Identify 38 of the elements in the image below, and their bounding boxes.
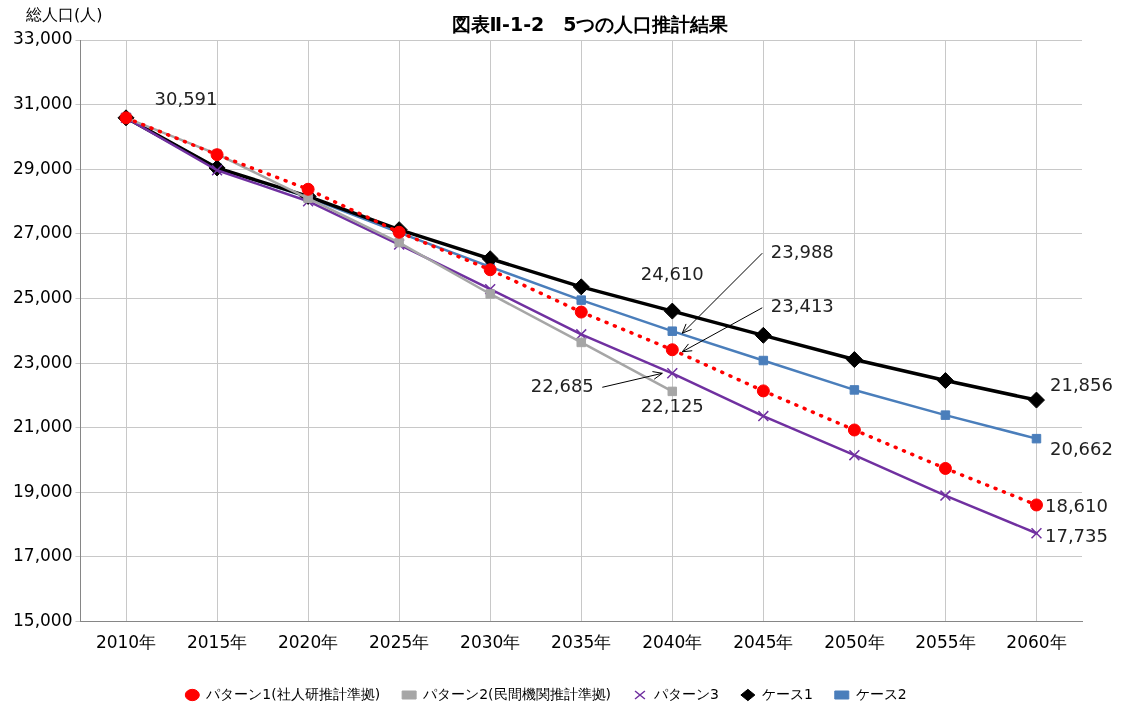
data-label: 18,610 [1044,494,1108,516]
data-label: 22,125 [640,395,704,417]
x-tick-label: 2030年 [460,632,521,653]
data-label: 24,610 [640,262,704,284]
y-tick-label: 21,000 [13,416,73,437]
chart-title: 図表Ⅱ-1-2 5つの人口推計結果 [451,12,730,35]
x-tick-label: 2040年 [642,632,703,653]
legend-label: ケース2 [855,685,907,702]
y-tick-label: 25,000 [13,286,73,307]
y-tick-label: 19,000 [13,480,73,501]
x-tick-label: 2015年 [186,632,248,653]
data-label: 22,685 [530,374,594,396]
x-tick-label: 2055年 [915,632,976,653]
x-tick-label: 2050年 [824,632,885,653]
x-tick-label: 2060年 [1006,632,1067,653]
x-tick-label: 2025年 [369,632,430,653]
data-label: 20,662 [1049,438,1113,460]
legend-label: ケース1 [761,685,813,702]
y-tick-label: 29,000 [13,157,73,178]
x-tick-label: 2045年 [733,632,794,653]
x-tick-label: 2020年 [277,632,339,653]
y-tick-label: 15,000 [13,610,73,631]
data-label: 30,591 [154,87,218,109]
legend-label: パターン2(民間機関推計準拠) [422,685,611,702]
y-tick-label: 17,000 [13,545,73,566]
x-tick-label: 2010年 [95,632,157,653]
legend-label: パターン1(社人研推計準拠) [205,685,381,702]
x-tick-label: 2035年 [551,632,612,653]
data-label: 21,856 [1049,373,1113,395]
y-axis-title: 総人口(人) [25,5,103,25]
y-tick-label: 33,000 [13,28,73,49]
y-tick-label: 23,000 [13,351,73,372]
data-label: 17,735 [1044,524,1108,546]
data-label: 23,988 [770,240,834,262]
data-label: 23,413 [770,295,834,317]
y-tick-label: 31,000 [13,93,73,114]
y-tick-label: 27,000 [13,222,73,243]
legend-label: パターン3 [652,685,719,702]
